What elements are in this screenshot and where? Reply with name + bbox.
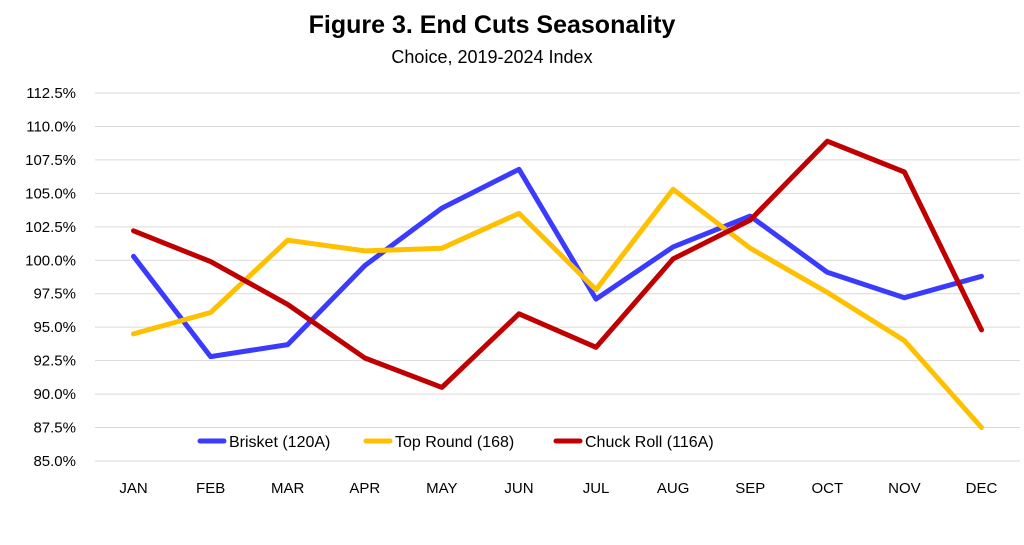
x-tick-label: AUG (657, 480, 690, 497)
y-tick-label: 87.5% (33, 420, 76, 437)
chart-subtitle: Choice, 2019-2024 Index (391, 47, 592, 67)
chart-title: Figure 3. End Cuts Seasonality (309, 11, 676, 39)
x-tick-label: JAN (119, 480, 147, 497)
x-tick-label: JUL (583, 480, 610, 497)
y-tick-label: 105.0% (25, 185, 76, 202)
legend-label: Brisket (120A) (229, 434, 330, 451)
y-tick-label: 92.5% (33, 353, 76, 370)
y-tick-label: 102.5% (25, 219, 76, 236)
series-lines (131, 138, 984, 430)
y-tick-label: 97.5% (33, 286, 76, 303)
series-line-0 (131, 166, 984, 360)
x-tick-label: DEC (966, 480, 998, 497)
legend-label: Chuck Roll (116A) (585, 434, 714, 451)
x-tick-label: NOV (888, 480, 921, 497)
x-tick-label: MAR (271, 480, 305, 497)
y-tick-label: 90.0% (33, 386, 76, 403)
legend: Brisket (120A) Top Round (168) Chuck Roll … (197, 434, 714, 451)
y-tick-label: 112.5% (26, 85, 76, 102)
y-tick-label: 110.0% (26, 118, 76, 135)
y-tick-label: 85.0% (33, 453, 76, 470)
y-tick-label: 100.0% (25, 252, 76, 269)
x-axis-ticks: JAN FEB MAR APR MAY JUN JUL AUG SEP OCT NOV DEC (119, 480, 997, 497)
x-tick-label: MAY (426, 480, 457, 497)
gridlines (95, 92, 1020, 462)
x-tick-label: FEB (196, 480, 225, 497)
x-tick-label: APR (349, 480, 380, 497)
series-line-2 (131, 138, 984, 390)
legend-label: Top Round (168) (395, 434, 514, 451)
series-line-1 (131, 186, 984, 430)
x-tick-label: SEP (735, 480, 765, 497)
y-axis-ticks: 85.0% 87.5% 90.0% 92.5% 95.0% 97.5% 100.0% 102.… (25, 85, 76, 470)
x-tick-label: JUN (504, 480, 533, 497)
x-tick-label: OCT (811, 480, 843, 497)
y-tick-label: 95.0% (33, 319, 76, 336)
y-tick-label: 107.5% (25, 152, 76, 169)
